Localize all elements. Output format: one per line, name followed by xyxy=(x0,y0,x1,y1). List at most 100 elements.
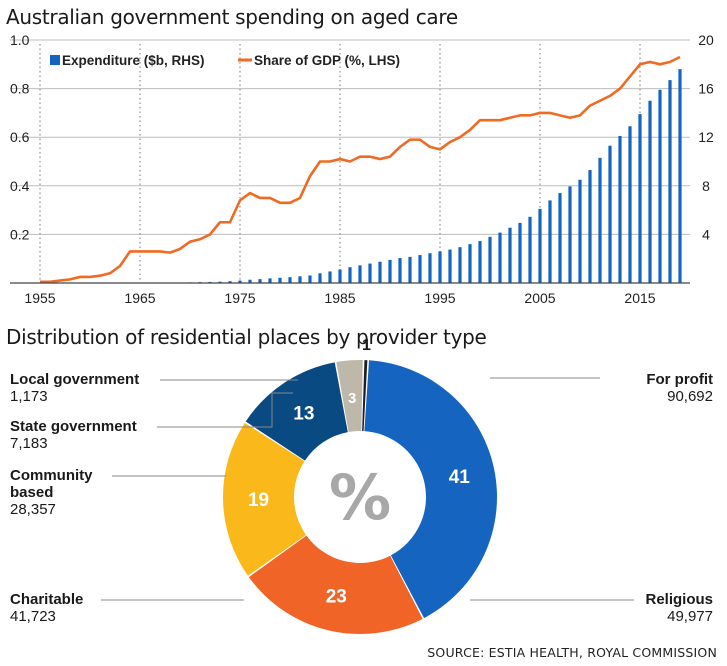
expenditure-bar xyxy=(518,222,522,283)
slice-value-label: 90,692 xyxy=(667,388,713,405)
slice-percent-label: 13 xyxy=(293,403,314,424)
expenditure-bar xyxy=(548,200,552,283)
expenditure-bar xyxy=(638,114,642,284)
x-tick-label: 1965 xyxy=(124,290,155,306)
donut-slice xyxy=(245,362,348,461)
expenditure-bar xyxy=(428,253,432,283)
expenditure-bar xyxy=(308,275,312,283)
expenditure-bar xyxy=(268,278,272,283)
y-left-tick-label: 0.6 xyxy=(10,129,30,145)
expenditure-bar xyxy=(408,256,412,283)
slice-percent-label: 3 xyxy=(348,390,356,407)
y-left-tick-label: 0.4 xyxy=(10,178,30,194)
donut-chart-title: Distribution of residential places by pr… xyxy=(6,325,487,349)
x-tick-label: 1985 xyxy=(324,290,355,306)
expenditure-bar xyxy=(328,271,332,283)
slice-value-label: 28,357 xyxy=(10,501,56,518)
expenditure-bar xyxy=(498,232,502,283)
expenditure-bar xyxy=(668,80,672,283)
expenditure-bar xyxy=(248,279,252,283)
expenditure-bar xyxy=(348,267,352,283)
donut-slice xyxy=(362,360,368,432)
slice-name-label: For profit xyxy=(646,371,713,388)
x-tick-label: 1955 xyxy=(24,290,55,306)
slice-value-label: 49,977 xyxy=(667,608,713,625)
expenditure-bar xyxy=(218,281,222,283)
expenditure-bar xyxy=(448,249,452,283)
y-right-tick-label: 8 xyxy=(702,178,710,194)
slice-value-label: 1,173 xyxy=(10,388,48,405)
slice-name-label: Charitable xyxy=(10,591,83,608)
donut-slice xyxy=(222,422,306,576)
slice-percent-label: 1 xyxy=(362,337,371,354)
slice-name-label: Religious xyxy=(645,591,713,608)
expenditure-bar xyxy=(488,236,492,283)
y-right-tick-label: 16 xyxy=(698,81,714,97)
share-of-gdp-line xyxy=(40,55,681,284)
expenditure-bar xyxy=(618,135,622,283)
expenditure-bar xyxy=(478,241,482,283)
expenditure-bar xyxy=(538,208,542,283)
expenditure-bar xyxy=(628,126,632,283)
y-right-tick-label: 20 xyxy=(698,32,714,48)
slice-name-label: State government xyxy=(10,418,137,435)
expenditure-bar xyxy=(338,269,342,283)
expenditure-bar xyxy=(678,69,682,283)
expenditure-bar xyxy=(288,277,292,283)
expenditure-bar xyxy=(398,258,402,283)
expenditure-bar xyxy=(258,279,262,283)
slice-name-label: Local government xyxy=(10,371,139,388)
expenditure-bar xyxy=(388,259,392,283)
expenditure-bar xyxy=(528,216,532,283)
expenditure-bar xyxy=(358,265,362,283)
donut-slice xyxy=(248,535,423,634)
expenditure-bar xyxy=(458,247,462,283)
expenditure-bar xyxy=(418,255,422,283)
slice-name-label: Community xyxy=(10,467,93,484)
expenditure-bar xyxy=(598,157,602,283)
source-note: SOURCE: ESTIA HEALTH, ROYAL COMMISSION xyxy=(427,645,717,660)
slice-percent-label: 41 xyxy=(449,467,471,488)
expenditure-bar xyxy=(578,179,582,283)
expenditure-bar xyxy=(298,276,302,283)
expenditure-bar xyxy=(588,170,592,283)
slice-percent-label: 23 xyxy=(326,587,347,608)
leader-line xyxy=(157,392,293,428)
spending-line-chart: 1955 1965 1975 1985 1995 2005 2015 0.2 0.4 0.6 0.8… xyxy=(10,32,714,306)
legend-share-label: Share of GDP (%, LHS) xyxy=(254,53,400,68)
slice-value-label: 41,723 xyxy=(10,608,56,625)
x-tick-label: 1995 xyxy=(424,290,455,306)
donut-center-label: % xyxy=(329,461,391,534)
x-tick-label: 1975 xyxy=(224,290,255,306)
expenditure-bar xyxy=(658,89,662,283)
expenditure-bar xyxy=(608,145,612,283)
slice-name-label: based xyxy=(10,484,53,501)
y-left-tick-label: 1.0 xyxy=(10,32,30,48)
legend-expenditure-swatch xyxy=(50,55,60,65)
y-right-tick-label: 4 xyxy=(702,226,710,242)
expenditure-bar xyxy=(648,100,652,283)
legend-expenditure-label: Expenditure ($b, RHS) xyxy=(62,53,205,68)
donut-slice xyxy=(336,360,363,432)
expenditure-bar xyxy=(468,244,472,283)
expenditure-bar xyxy=(378,261,382,283)
expenditure-bar xyxy=(438,251,442,283)
y-left-tick-label: 0.8 xyxy=(10,81,30,97)
y-left-tick-label: 0.2 xyxy=(10,226,30,242)
expenditure-bar xyxy=(368,263,372,283)
expenditure-bar xyxy=(508,227,512,283)
slice-percent-label: 19 xyxy=(248,490,269,511)
slice-value-label: 7,183 xyxy=(10,435,48,452)
donut-slice xyxy=(364,360,497,619)
x-tick-label: 2015 xyxy=(624,290,655,306)
expenditure-bar xyxy=(318,273,322,283)
expenditure-bar xyxy=(558,193,562,283)
x-tick-label: 2005 xyxy=(524,290,555,306)
expenditure-bar xyxy=(228,281,232,283)
line-chart-title: Australian government spending on aged c… xyxy=(6,5,458,29)
expenditure-bar xyxy=(568,186,572,283)
y-right-tick-label: 12 xyxy=(698,129,714,145)
expenditure-bar xyxy=(238,280,242,283)
expenditure-bar xyxy=(278,277,282,283)
